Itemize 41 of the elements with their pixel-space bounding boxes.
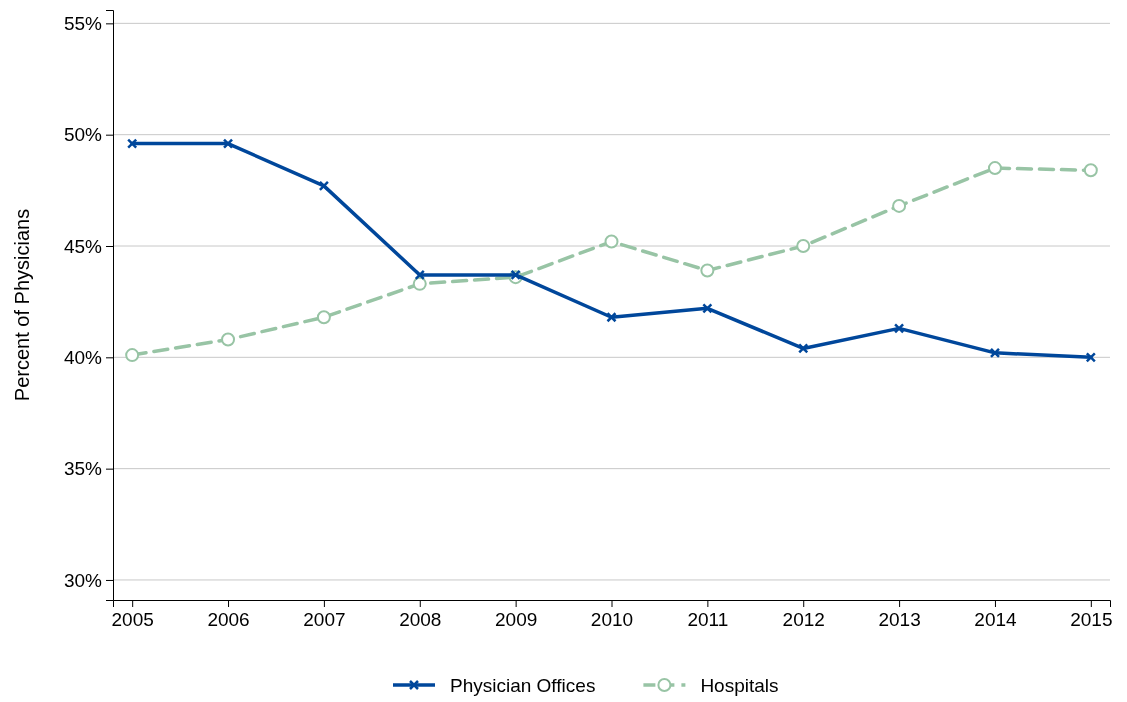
point bbox=[126, 138, 138, 149]
x-tick-label: 2013 bbox=[878, 609, 921, 631]
x-tick-label: 2009 bbox=[494, 609, 538, 631]
x-tick-label: 2015 bbox=[1070, 609, 1113, 631]
x-tick-label: 2005 bbox=[111, 609, 154, 631]
y-tick-label: 50% bbox=[63, 124, 103, 146]
legend-label: Hospitals bbox=[700, 675, 779, 696]
point bbox=[222, 138, 234, 149]
point bbox=[700, 263, 715, 278]
point bbox=[702, 303, 713, 314]
y-tick-label: 55% bbox=[63, 12, 103, 34]
point bbox=[987, 161, 1002, 176]
x-tick-label: 2008 bbox=[399, 609, 442, 631]
point bbox=[414, 269, 426, 281]
legend-label: Physician Offices bbox=[450, 675, 596, 696]
point bbox=[606, 312, 617, 323]
x-tick-label: 2011 bbox=[687, 609, 729, 631]
x-tick-label: 2014 bbox=[974, 609, 1018, 631]
point bbox=[510, 269, 521, 281]
point bbox=[989, 347, 1001, 359]
point bbox=[796, 239, 811, 253]
y-tick-label: 40% bbox=[63, 346, 103, 368]
point bbox=[1083, 163, 1098, 178]
y-tick-label: 35% bbox=[63, 458, 103, 480]
point bbox=[892, 198, 907, 213]
point bbox=[604, 234, 619, 249]
point bbox=[893, 323, 905, 334]
x-tick-label: 2012 bbox=[782, 609, 825, 631]
point bbox=[412, 276, 427, 291]
point bbox=[316, 310, 331, 325]
y-tick-label: 30% bbox=[63, 569, 103, 591]
x-tick-label: 2006 bbox=[207, 609, 250, 631]
point bbox=[1085, 352, 1097, 363]
point bbox=[125, 348, 140, 363]
y-axis-title: Percent of Physicians bbox=[11, 208, 33, 402]
x-tick-label: 2007 bbox=[303, 609, 346, 631]
point bbox=[797, 343, 809, 354]
point bbox=[221, 332, 236, 347]
x-tick-label: 2010 bbox=[590, 609, 634, 631]
point bbox=[318, 180, 330, 192]
y-tick-label: 45% bbox=[63, 235, 103, 257]
